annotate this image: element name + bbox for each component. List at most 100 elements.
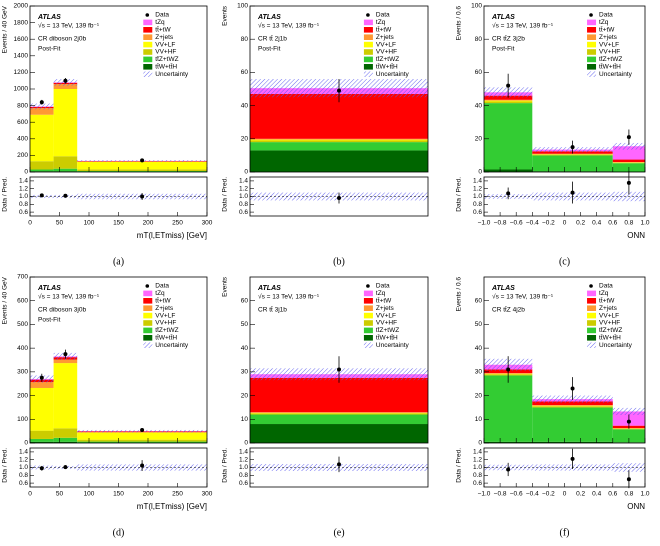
legend-swatch (143, 41, 153, 48)
legend-label: VV+HF (376, 49, 397, 56)
data-point (140, 158, 145, 163)
ratio-y-tick-label: 0.6 (239, 480, 248, 487)
y-tick-label: 500 (17, 321, 28, 328)
x-axis-title: ONN (627, 502, 645, 511)
y-tick-label: 80 (475, 36, 483, 43)
ratio-y-tick-label: 0.6 (473, 209, 482, 216)
legend-label: Uncertainty (155, 342, 189, 349)
data-point (63, 352, 68, 357)
legend-swatch (363, 342, 373, 348)
y-tick-label: 1000 (14, 86, 29, 93)
legend-label: tt̄Z+tWZ (599, 326, 622, 334)
bar-segment (250, 150, 428, 172)
legend-label: VV+LF (599, 41, 619, 48)
y-tick-label: 100 (237, 3, 248, 10)
y-tick-label: 10 (475, 416, 483, 423)
legend-swatch (587, 298, 597, 304)
y-tick-label: 40 (241, 345, 249, 352)
ratio-point (626, 180, 631, 185)
bar-segment (250, 414, 428, 425)
ratio-y-tick-label: 1.0 (19, 464, 28, 471)
y-tick-label: 10 (241, 416, 249, 423)
y-tick-label: 1600 (14, 36, 29, 43)
legend-swatch (587, 335, 597, 341)
x-tick-label: 0.8 (624, 220, 633, 227)
y-tick-label: 100 (17, 416, 28, 423)
legend-label: Data (599, 283, 613, 290)
legend-label: tt̄W+tt̄H (599, 334, 621, 342)
legend-swatch (143, 298, 153, 304)
uncertainty-band (30, 103, 54, 110)
bar-segment (53, 428, 78, 438)
bar-segment (30, 171, 54, 172)
y-tick-label: 60 (241, 69, 249, 76)
energy-label: √s = 13 TeV, 139 fb⁻¹ (492, 293, 554, 301)
ratio-y-tick-label: 1.2 (19, 456, 28, 463)
legend-swatch (143, 312, 153, 319)
x-tick-label: 0.4 (592, 220, 601, 227)
legend-label: Uncertainty (376, 342, 410, 349)
legend-swatch (587, 312, 597, 319)
x-tick-label: −0.2 (542, 220, 555, 227)
ratio-axis-title: Data / Pred. (456, 177, 463, 212)
ratio-y-tick-label: 1.4 (19, 178, 28, 185)
y-axis-title: Events (222, 5, 229, 26)
legend-label: tt̄Z+tWZ (599, 55, 622, 63)
ratio-y-tick-label: 1.4 (473, 178, 482, 185)
x-tick-label: 1.0 (640, 220, 649, 227)
data-point (63, 78, 68, 83)
bar-segment (53, 363, 78, 429)
legend-label: VV+LF (155, 312, 175, 319)
legend-label: tt̄W+tt̄H (376, 63, 398, 71)
data-point (337, 367, 341, 372)
bar-segment (53, 89, 78, 157)
ratio-y-tick-label: 0.8 (19, 201, 28, 208)
legend-label: tZq (376, 290, 386, 297)
y-tick-label: 0 (24, 169, 28, 176)
x-tick-label: 300 (202, 220, 213, 227)
ratio-y-tick-label: 0.8 (239, 472, 248, 479)
x-tick-label: 0 (28, 220, 32, 227)
legend-swatch (143, 56, 153, 63)
x-tick-label: 50 (56, 220, 64, 227)
legend-swatch (363, 305, 373, 311)
ratio-point (506, 467, 511, 472)
y-tick-label: 1800 (14, 19, 29, 26)
legend-swatch (587, 290, 597, 297)
bar-segment (532, 171, 613, 172)
y-tick-label: 600 (17, 297, 28, 304)
legend-swatch (363, 49, 373, 55)
legend-label: tt̄Z+tWZ (376, 326, 399, 334)
panel: 02004006008001000120014001600180020000.6… (2, 3, 213, 268)
legend-label: Data (599, 12, 613, 19)
bar-segment (53, 168, 78, 172)
ratio-point (337, 462, 341, 467)
main-frame (249, 5, 429, 173)
bar-segment (77, 441, 207, 443)
legend-label: tt̄W+tt̄H (599, 63, 621, 71)
legend-label: tt̄+tW (376, 297, 392, 305)
y-tick-label: 40 (241, 102, 249, 109)
legend-label: tZq (599, 19, 609, 26)
bar-segment (532, 405, 613, 406)
legend-swatch (363, 290, 373, 297)
legend-swatch (143, 27, 153, 33)
bar-segment (77, 161, 207, 170)
legend-label: tt̄Z+tWZ (155, 55, 178, 63)
bar-segment (53, 84, 78, 89)
legend-swatch (363, 71, 373, 77)
legend-swatch (143, 342, 153, 348)
y-axis-title: Events / 0.6 (456, 6, 463, 41)
ratio-point (63, 193, 68, 198)
legend-label: tt̄W+tt̄H (155, 334, 177, 342)
bar-segment (30, 382, 54, 388)
data-point (337, 88, 341, 93)
data-point (506, 367, 511, 372)
y-tick-label: 1200 (14, 69, 29, 76)
legend-swatch (143, 327, 153, 334)
x-axis-title: mT(l,ETmiss) [GeV] (137, 502, 207, 511)
x-tick-label: −0.6 (510, 220, 523, 227)
bar-segment (53, 359, 78, 364)
bar-segment (532, 407, 613, 442)
